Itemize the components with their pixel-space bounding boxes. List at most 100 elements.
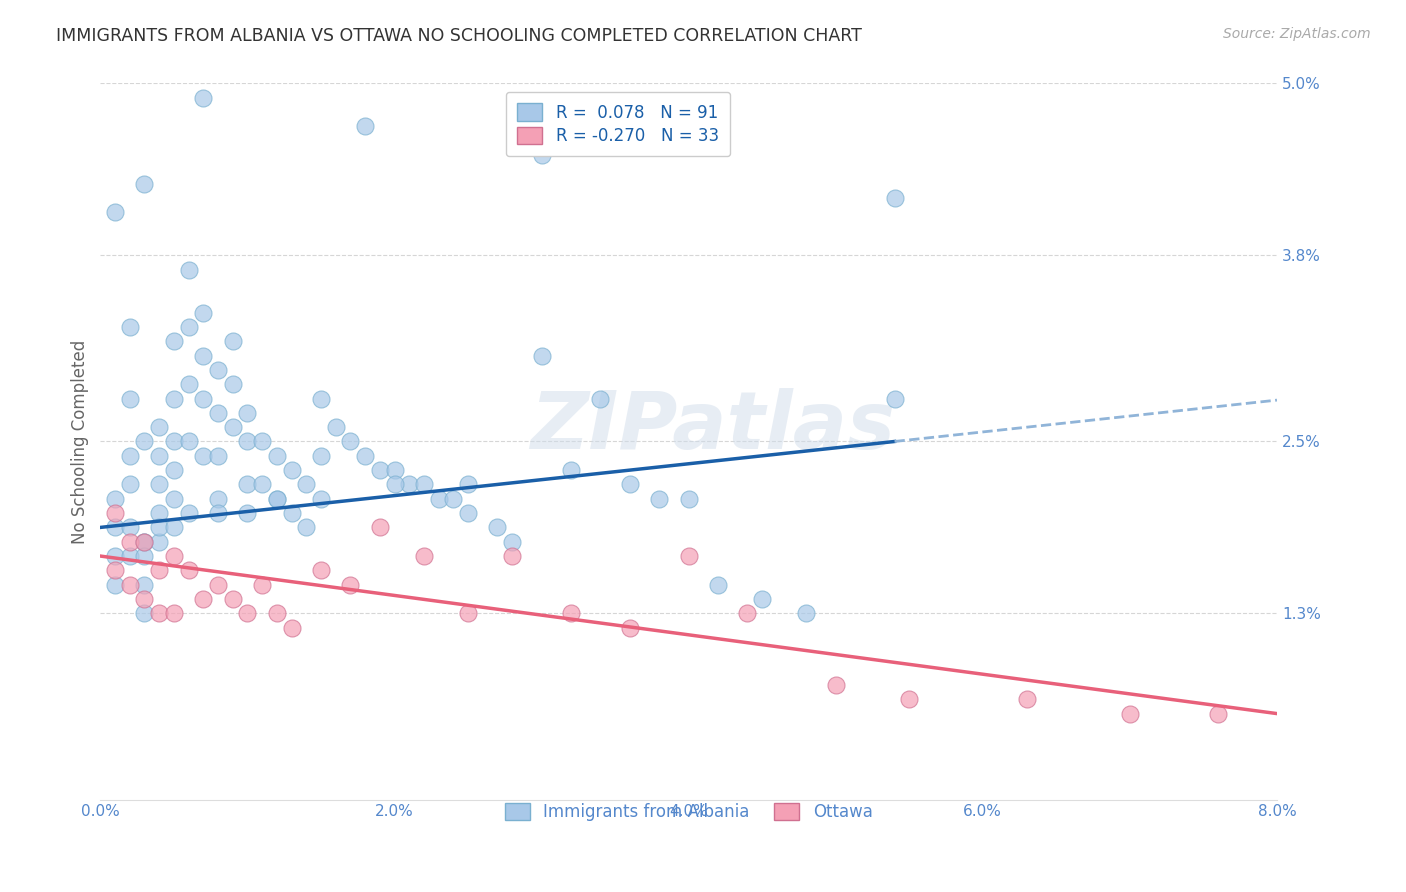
Point [427,491,450,506]
Point [207,363,229,377]
Point [619,621,641,635]
Point [266,491,288,506]
Point [104,563,127,577]
Point [148,607,170,621]
Point [266,491,288,506]
Point [193,349,215,363]
Point [222,334,245,349]
Point [118,520,141,534]
Point [104,506,127,520]
Legend: Immigrants from Albania, Ottawa: Immigrants from Albania, Ottawa [491,789,886,834]
Y-axis label: No Schooling Completed: No Schooling Completed [72,339,89,543]
Point [560,607,582,621]
Point [266,449,288,463]
Point [222,592,245,607]
Point [163,491,186,506]
Point [148,534,170,549]
Point [295,520,318,534]
Point [295,477,318,491]
Point [309,449,332,463]
Point [177,377,200,392]
Point [530,148,553,162]
Point [193,449,215,463]
Point [384,463,406,477]
Point [118,534,141,549]
Point [148,520,170,534]
Point [148,420,170,434]
Point [737,607,759,621]
Point [794,607,817,621]
Point [457,477,479,491]
Point [1206,706,1229,721]
Point [413,477,436,491]
Point [163,434,186,449]
Point [193,91,215,105]
Point [368,520,391,534]
Point [104,205,127,219]
Point [134,577,156,591]
Point [707,577,730,591]
Point [134,434,156,449]
Point [280,506,302,520]
Point [501,549,523,563]
Point [678,491,700,506]
Point [104,577,127,591]
Point [118,577,141,591]
Point [441,491,464,506]
Point [678,549,700,563]
Point [163,607,186,621]
Point [177,563,200,577]
Point [266,607,288,621]
Point [560,463,582,477]
Point [236,406,259,420]
Text: Source: ZipAtlas.com: Source: ZipAtlas.com [1223,27,1371,41]
Point [207,406,229,420]
Point [339,577,361,591]
Point [163,334,186,349]
Point [193,305,215,319]
Point [236,434,259,449]
Point [413,549,436,563]
Point [222,377,245,392]
Point [325,420,347,434]
Point [118,477,141,491]
Point [104,549,127,563]
Point [134,534,156,549]
Point [177,506,200,520]
Point [148,477,170,491]
Point [236,506,259,520]
Point [368,463,391,477]
Point [339,434,361,449]
Point [354,120,377,134]
Point [134,607,156,621]
Point [177,319,200,334]
Point [207,506,229,520]
Point [236,477,259,491]
Point [883,392,905,406]
Point [236,607,259,621]
Point [177,262,200,277]
Point [457,506,479,520]
Point [148,449,170,463]
Point [118,392,141,406]
Point [163,463,186,477]
Point [118,549,141,563]
Point [250,434,273,449]
Point [118,449,141,463]
Point [163,549,186,563]
Point [619,477,641,491]
Point [148,506,170,520]
Point [134,534,156,549]
Text: ZIPatlas: ZIPatlas [530,388,894,467]
Point [250,477,273,491]
Point [648,491,671,506]
Point [207,449,229,463]
Point [1119,706,1142,721]
Point [163,392,186,406]
Point [207,577,229,591]
Point [486,520,509,534]
Point [280,463,302,477]
Point [457,607,479,621]
Point [163,520,186,534]
Point [824,678,846,692]
